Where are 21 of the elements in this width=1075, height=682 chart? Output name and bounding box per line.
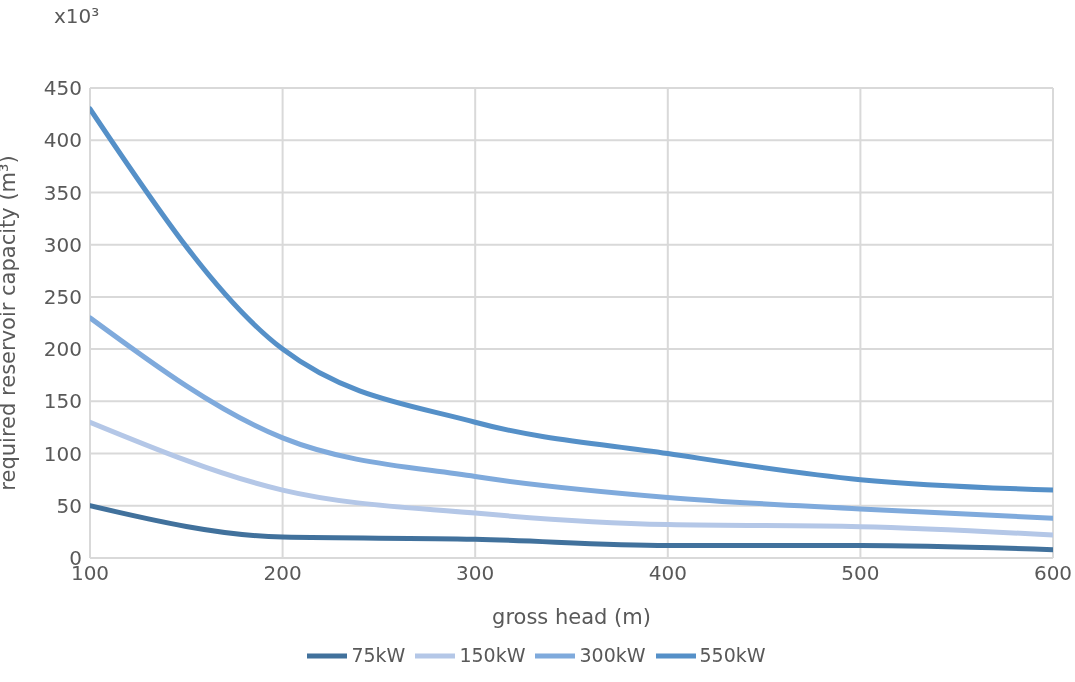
y-tick-label: 300	[43, 232, 82, 257]
y-tick-label: 250	[43, 284, 82, 309]
y-tick-label: 400	[43, 128, 82, 153]
legend-label: 75kW	[351, 643, 406, 666]
y-axis-title: required reservoir capacity (m³)	[0, 155, 21, 491]
legend-label: 300kW	[579, 643, 646, 666]
y-tick-label: 350	[43, 180, 82, 205]
y-tick-label: 200	[43, 337, 82, 362]
legend-label: 150kW	[459, 643, 526, 666]
y-tick-label: 100	[43, 441, 82, 466]
legend-label: 550kW	[699, 643, 766, 666]
y-tick-label: 450	[43, 76, 82, 101]
text: x10³	[54, 4, 100, 28]
y-tick-label: 150	[43, 389, 82, 414]
x-tick-label: 400	[648, 561, 687, 586]
x-tick-label: 200	[263, 561, 302, 586]
y-tick-label: 50	[56, 493, 82, 518]
x-tick-label: 500	[841, 561, 880, 586]
x-tick-label: 600	[1033, 561, 1073, 586]
x-axis-title: gross head (m)	[492, 605, 651, 629]
x-tick-label: 300	[456, 561, 495, 586]
